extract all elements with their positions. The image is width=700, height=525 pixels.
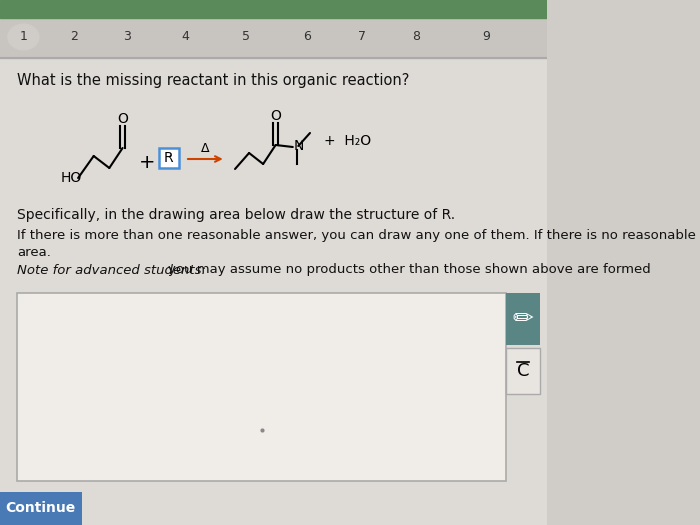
Ellipse shape <box>471 24 502 50</box>
Ellipse shape <box>169 24 201 50</box>
Text: Note for advanced students:: Note for advanced students: <box>18 264 211 277</box>
Text: 2: 2 <box>70 30 78 44</box>
Bar <box>0 18 547 58</box>
Text: If there is more than one reasonable answer, you can draw any one of them. If th: If there is more than one reasonable ans… <box>18 228 696 242</box>
Text: HO: HO <box>61 171 82 185</box>
Text: +: + <box>139 153 156 173</box>
Text: you may assume no products other than those shown above are formed: you may assume no products other than th… <box>168 264 650 277</box>
Text: 6: 6 <box>303 30 311 44</box>
Text: ✏: ✏ <box>512 307 533 331</box>
Ellipse shape <box>8 24 39 50</box>
Text: Continue: Continue <box>6 501 76 515</box>
Text: 8: 8 <box>412 30 420 44</box>
Text: What is the missing reactant in this organic reaction?: What is the missing reactant in this org… <box>18 72 409 88</box>
Text: Δ: Δ <box>201 142 209 154</box>
Text: 3: 3 <box>123 30 131 44</box>
Text: 7: 7 <box>358 30 365 44</box>
Bar <box>0 58 547 525</box>
Text: Specifically, in the drawing area below draw the structure of R.: Specifically, in the drawing area below … <box>18 208 455 222</box>
Text: N: N <box>293 139 304 153</box>
Text: area.: area. <box>18 246 51 258</box>
Ellipse shape <box>346 24 377 50</box>
Text: 1: 1 <box>20 30 27 44</box>
Ellipse shape <box>59 24 90 50</box>
Text: R: R <box>164 151 174 165</box>
Text: 4: 4 <box>181 30 189 44</box>
Ellipse shape <box>112 24 143 50</box>
Bar <box>0 492 82 525</box>
Ellipse shape <box>400 24 432 50</box>
Bar <box>18 293 506 481</box>
Text: 9: 9 <box>482 30 491 44</box>
Ellipse shape <box>291 24 323 50</box>
Text: C: C <box>517 362 529 380</box>
Text: 5: 5 <box>242 30 250 44</box>
Text: O: O <box>270 109 281 123</box>
Bar <box>506 293 540 345</box>
Text: O: O <box>117 112 128 126</box>
Text: +  H₂O: + H₂O <box>324 134 371 148</box>
Bar <box>0 0 547 18</box>
Bar <box>506 348 540 394</box>
Ellipse shape <box>230 24 262 50</box>
FancyBboxPatch shape <box>158 148 178 168</box>
